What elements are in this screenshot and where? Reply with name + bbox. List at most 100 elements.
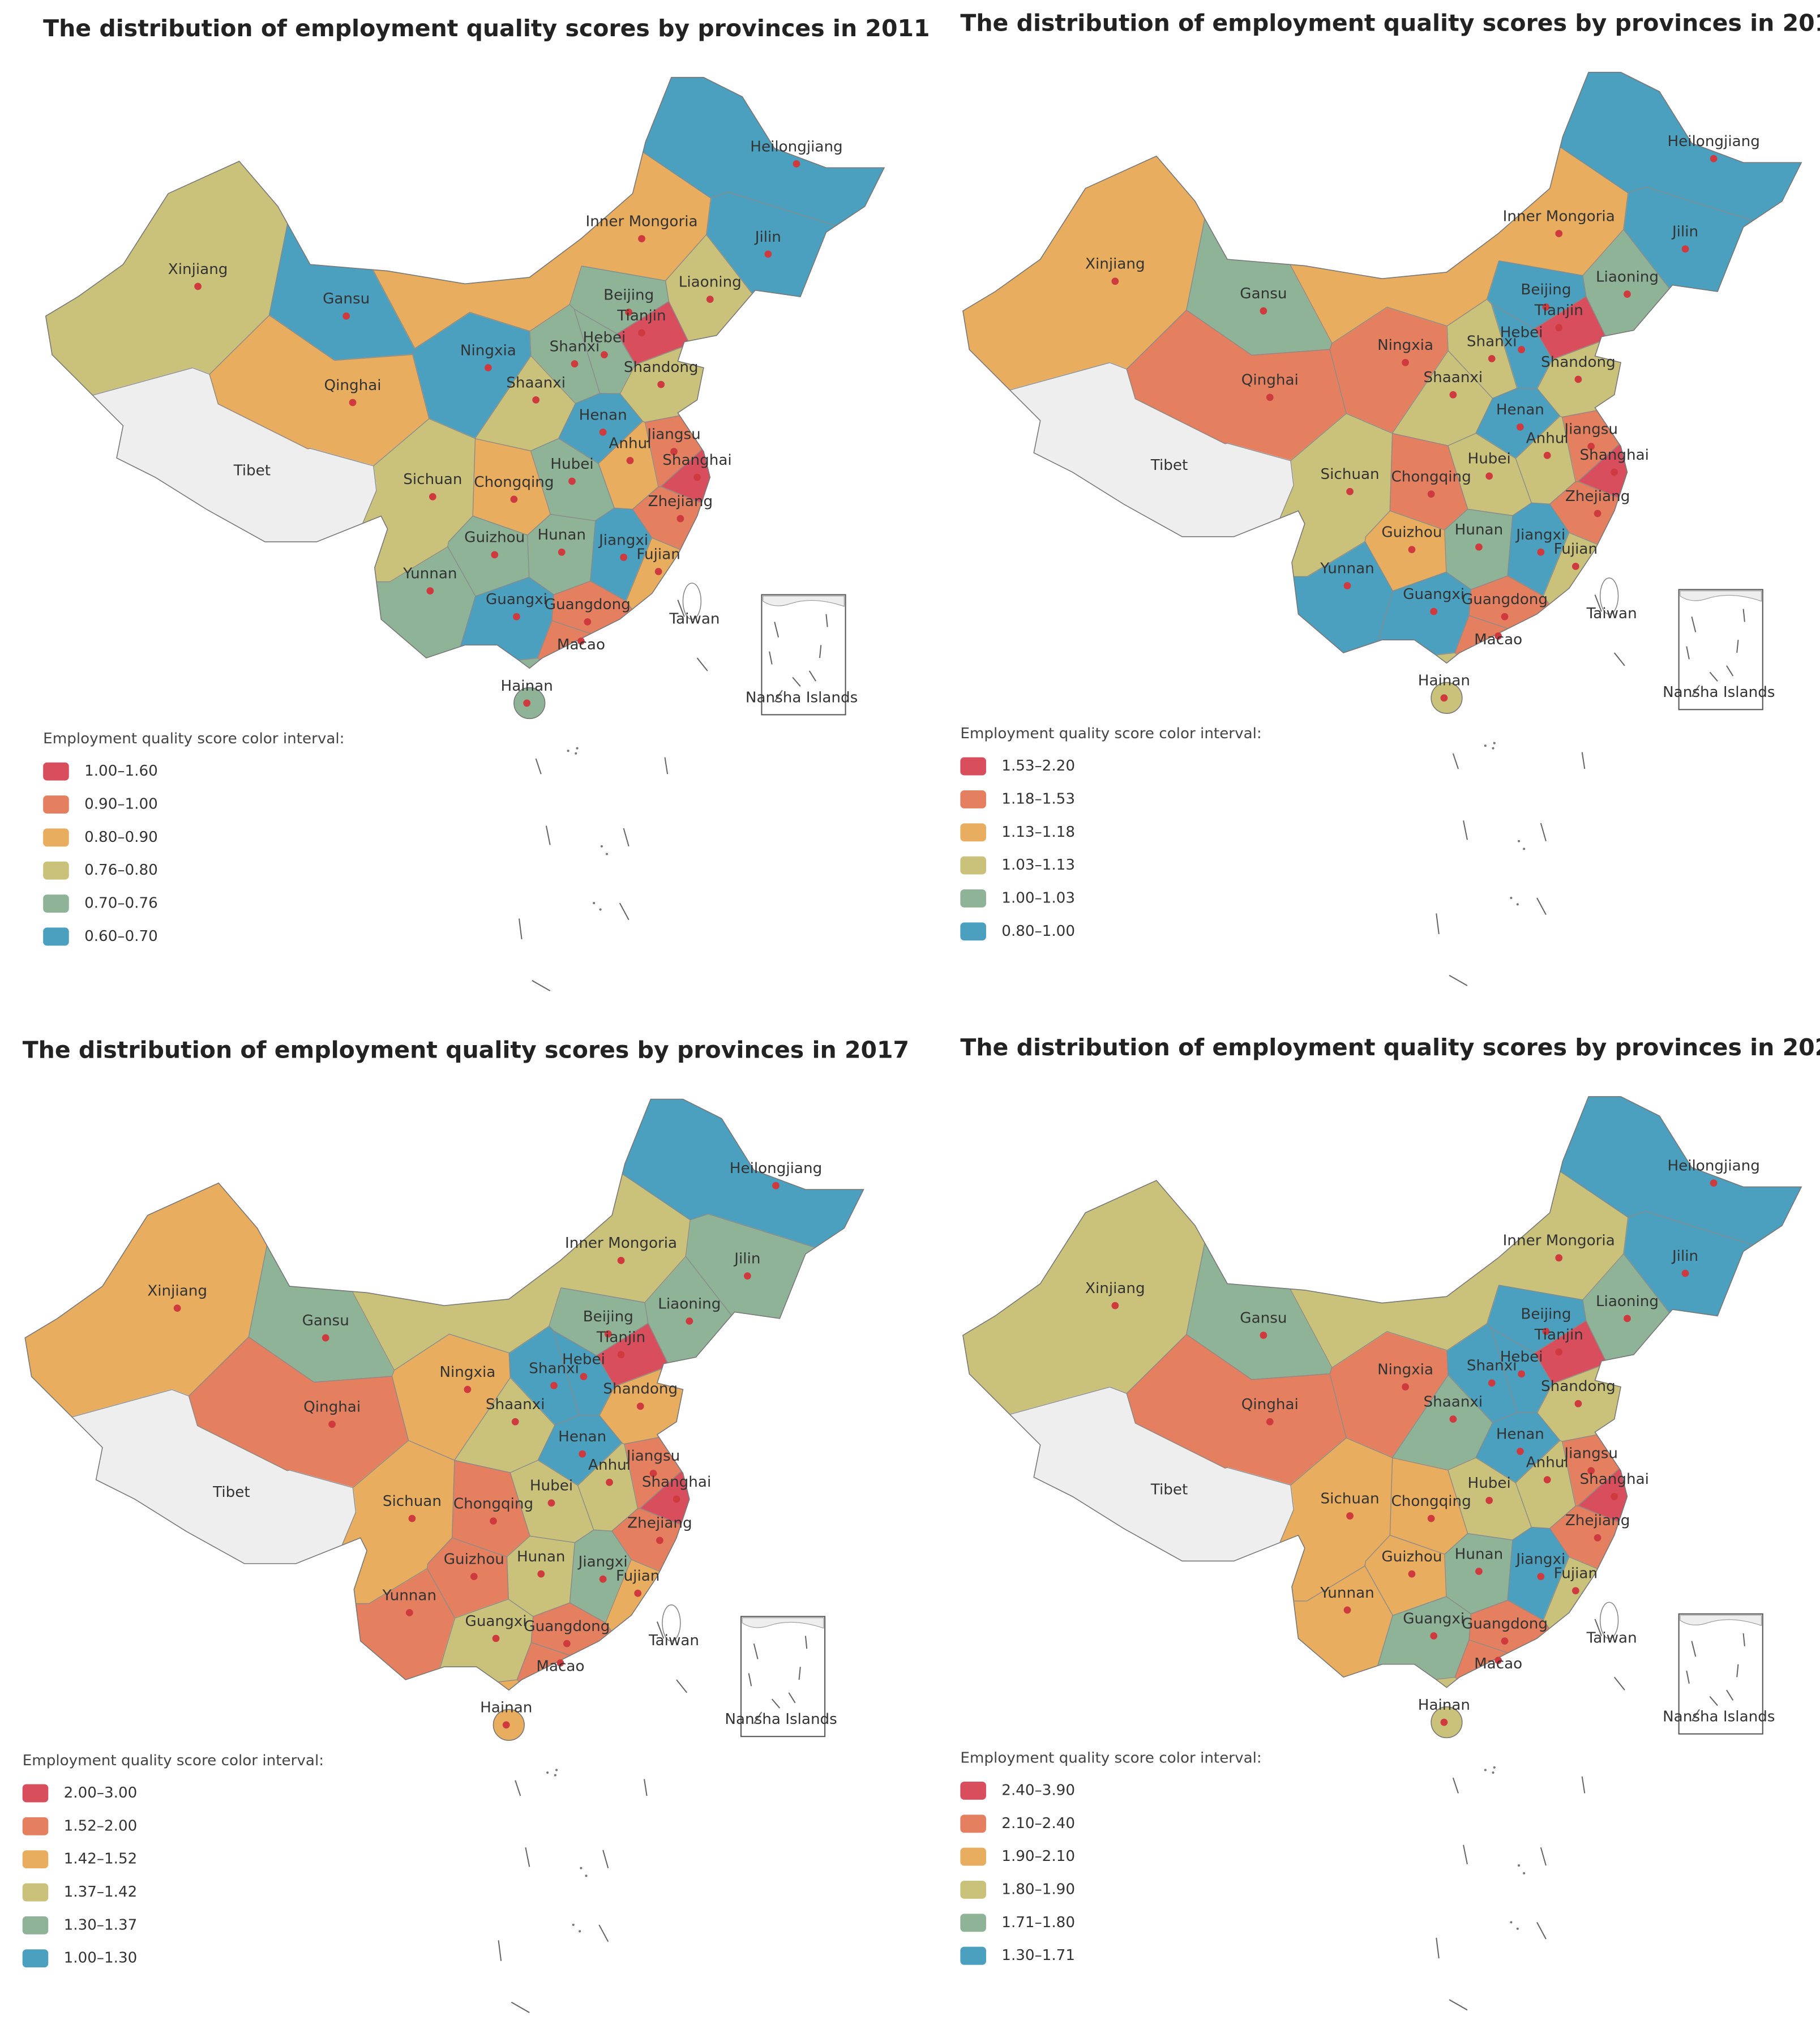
province-label: Heilongjiang (1667, 133, 1759, 150)
island-dot (1510, 1921, 1512, 1923)
province-label: Liaoning (1596, 1293, 1659, 1310)
province-dot (548, 1499, 555, 1507)
province-dot (1260, 307, 1267, 315)
province-label: Hubei (1468, 1475, 1511, 1492)
province-label: Xinjiang (1085, 1280, 1145, 1297)
province-dot (1344, 1607, 1351, 1614)
province-dot (1408, 546, 1416, 553)
province-border (1673, 1413, 1693, 1420)
province-border (1144, 662, 1378, 1027)
island-dot (1492, 1771, 1494, 1774)
province-dot (1594, 1534, 1601, 1542)
legend-swatch (43, 763, 69, 781)
inset-label: Nansha Islands (746, 689, 858, 706)
province-border (226, 667, 460, 1032)
province-border (775, 393, 833, 397)
province-region (449, 1041, 561, 1353)
province-label: Gansu (323, 290, 370, 307)
province-border (756, 393, 776, 401)
province-dot (1572, 563, 1579, 570)
province-dot (537, 1570, 545, 1578)
province-dot (744, 1272, 751, 1279)
province-border (600, 393, 620, 394)
legend-title: Employment quality score color interval: (43, 730, 344, 747)
province-dot (599, 429, 607, 436)
province-label: Ningxia (439, 1364, 495, 1381)
sea-boundary (1436, 913, 1439, 934)
sea-boundary (620, 903, 629, 920)
island-dot (546, 1771, 549, 1774)
province-region (1624, 1212, 1820, 1480)
province-dot (627, 457, 634, 464)
province-dot (1517, 423, 1524, 431)
legend-label: 0.80–1.00 (1001, 923, 1075, 940)
legend-swatch (23, 1884, 49, 1902)
province-dot (426, 587, 434, 594)
province-dot (1485, 472, 1493, 480)
province-label: Guangxi (465, 1613, 527, 1630)
province-label: Gansu (1240, 285, 1287, 302)
province-label: Hubei (1468, 451, 1511, 468)
province-label: Taiwan (1586, 605, 1637, 622)
island-dot (585, 1875, 587, 1877)
province-label: Ningxia (460, 342, 516, 359)
province-label: Liaoning (1596, 268, 1659, 285)
legend-label: 1.90–2.10 (1001, 1848, 1075, 1865)
province-label: Jiangsu (1563, 1445, 1618, 1462)
province-dot (493, 1635, 500, 1642)
province-dot (1575, 376, 1582, 383)
island-dot (1493, 742, 1496, 744)
island-dot (1493, 1766, 1496, 1769)
legend-label: 0.90–1.00 (84, 796, 158, 813)
province-border (1693, 388, 1750, 392)
province-label: Guizhou (464, 529, 525, 546)
province-label: Beijing (1521, 281, 1571, 298)
map-panel: The distribution of employment quality s… (0, 0, 1033, 1032)
province-dot (568, 478, 576, 485)
province-label: Yunnan (1320, 560, 1374, 577)
province-label: Jilin (733, 1251, 760, 1268)
legend-swatch (23, 1916, 49, 1935)
province-dot (1611, 469, 1618, 476)
sea-boundary (644, 1779, 647, 1796)
legend-label: 1.00–1.30 (64, 1950, 138, 1967)
province-dot (1682, 245, 1689, 252)
province-region (640, 1415, 1012, 1659)
province-label: Zhejiang (1565, 1512, 1630, 1529)
province-region (0, 893, 284, 1396)
province-dot (1344, 582, 1351, 589)
province-label: Sichuan (1320, 466, 1379, 483)
province-dot (464, 1386, 472, 1393)
province-dot (1555, 1254, 1562, 1261)
province-border (1455, 653, 1820, 1027)
province-border (0, 849, 35, 1032)
province-dot (1555, 324, 1562, 331)
province-label: Beijing (1521, 1306, 1571, 1323)
province-region (1387, 14, 1498, 326)
sea-boundary (1541, 823, 1546, 841)
island-dot (1484, 744, 1487, 747)
province-dot (1518, 346, 1525, 353)
legend-label: 1.00–1.03 (1001, 889, 1075, 906)
province-dot (599, 1576, 607, 1583)
island-dot (1523, 1872, 1525, 1875)
province-border (384, 893, 462, 1041)
province-border (0, 1871, 15, 2018)
province-dot (584, 618, 591, 626)
province-label: Qinghai (1241, 372, 1299, 389)
province-label: Anhui (1526, 1454, 1569, 1471)
province-dot (194, 283, 202, 290)
province-label: Hunan (537, 527, 586, 543)
province-label: Gansu (1240, 1309, 1287, 1326)
island-dot (579, 1930, 581, 1932)
sea-boundary (1436, 1938, 1439, 1958)
legend-swatch (23, 1817, 49, 1835)
province-label: Yunnan (1320, 1585, 1374, 1602)
province-label: Anhui (1526, 430, 1569, 447)
province-border (755, 1415, 812, 1419)
island-dot (606, 853, 608, 855)
province-dot (1402, 1383, 1409, 1390)
province-dot (1485, 1497, 1493, 1504)
province-dot (491, 551, 498, 558)
legend-title: Employment quality score color interval: (23, 1752, 324, 1769)
